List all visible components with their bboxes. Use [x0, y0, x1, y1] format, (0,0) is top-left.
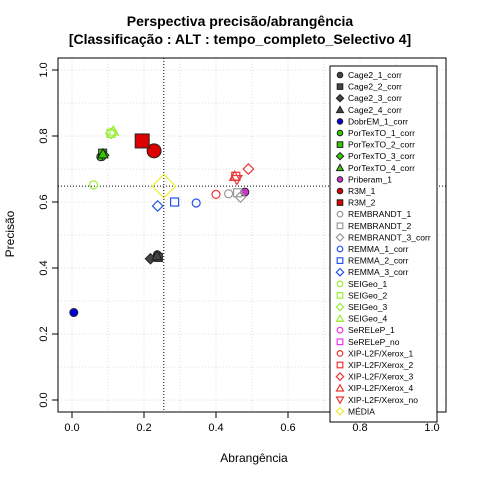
legend-marker	[336, 361, 344, 369]
legend-label: SEIGeo_1	[348, 279, 387, 289]
chart-title-line-1: Perspectiva precisão/abrangência	[127, 13, 354, 29]
x-tick-label: 1.0	[424, 422, 439, 434]
legend-label: R3M_2	[348, 198, 376, 208]
legend-marker	[335, 267, 345, 277]
legend-label: REMBRANDT_2	[348, 221, 412, 231]
x-tick-label: 0.6	[280, 422, 295, 434]
data-point	[151, 249, 163, 261]
legend-box	[329, 65, 438, 423]
legend-marker	[336, 245, 344, 253]
legend-label: XIP-L2F/Xerox_no	[348, 395, 418, 405]
legend-label: XIP-L2F/Xerox_1	[348, 348, 413, 358]
legend-marker	[336, 326, 344, 334]
legend-marker	[336, 210, 344, 218]
data-point	[104, 127, 117, 140]
y-tick-label: 0.4	[38, 260, 50, 275]
legend-marker	[335, 383, 345, 392]
legend-marker	[335, 372, 345, 382]
x-tick-label: 0.0	[64, 422, 79, 434]
data-point	[242, 162, 255, 176]
x-axis-label: Abrangência	[220, 451, 288, 465]
data-point	[170, 197, 180, 207]
y-axis-label: Precisão	[3, 210, 17, 257]
legend-label: Cage2_4_corr	[348, 105, 402, 115]
legend-label: PorTexTO_4_corr	[348, 163, 415, 173]
legend-marker	[336, 141, 344, 148]
legend-label: DobrEM_1_corr	[348, 116, 408, 126]
legend-label: Cage2_2_corr	[348, 82, 402, 92]
data-point	[97, 147, 109, 159]
legend-label: REMBRANDT_1	[348, 209, 412, 219]
legend-label: MÉDIA	[348, 406, 375, 416]
legend-label: PorTexTO_1_corr	[348, 128, 415, 138]
data-point	[234, 191, 247, 204]
legend-label: SEIGeo_3	[348, 302, 387, 312]
data-point	[211, 189, 221, 200]
legend-marker	[336, 350, 344, 357]
data-point	[146, 143, 162, 159]
data-points	[69, 124, 255, 318]
legend-marker	[336, 222, 344, 230]
legend-label: PorTexTO_3_corr	[348, 151, 415, 161]
x-tick-label: 0.4	[208, 422, 223, 434]
legend-marker	[335, 151, 345, 161]
legend-label: Cage2_3_corr	[348, 93, 402, 103]
data-point	[107, 124, 120, 136]
chart-title-line-2: [Classificação : ALT : tempo_completo_Se…	[69, 31, 411, 47]
legend-label: REMBRANDT_3_corr	[348, 232, 431, 242]
legend-marker	[336, 257, 344, 264]
legend-marker	[335, 105, 345, 114]
legend-label: XIP-L2F/Xerox_4	[348, 383, 413, 393]
x-tick-label: 0.2	[136, 422, 151, 434]
data-point	[88, 180, 99, 190]
legend-marker	[335, 93, 345, 103]
legend-marker	[335, 232, 345, 242]
legend-marker	[336, 71, 344, 79]
x-tick-label: 0.8	[352, 422, 367, 434]
y-tick-label: 0.0	[38, 392, 50, 407]
legend-marker	[336, 338, 344, 346]
legend-label: Priberam_1	[348, 174, 392, 184]
data-point	[151, 199, 164, 213]
legend-marker	[335, 163, 345, 172]
y-tick-label: 0.6	[38, 194, 50, 209]
legend-marker	[335, 406, 345, 416]
legend-label: SeRELeP_1	[348, 325, 395, 335]
legend-marker	[336, 292, 344, 299]
legend-marker	[335, 313, 345, 322]
legend-marker	[336, 176, 344, 183]
y-tick-label: 0.8	[38, 128, 50, 143]
legend-label: XIP-L2F/Xerox_2	[348, 360, 413, 370]
legend-label: R3M_1	[348, 186, 376, 196]
legend-marker	[336, 199, 344, 206]
legend-label: REMMA_3_corr	[348, 267, 409, 277]
y-tick-label: 0.2	[38, 326, 50, 341]
data-point	[230, 174, 243, 186]
legend-label: XIP-L2F/Xerox_3	[348, 372, 413, 382]
data-point	[134, 133, 150, 149]
data-point	[224, 189, 234, 199]
legend-label: Cage2_1_corr	[348, 70, 402, 80]
legend-label: PorTexTO_2_corr	[348, 140, 415, 150]
data-point	[151, 173, 177, 199]
legend-marker	[335, 302, 345, 312]
legend-marker	[336, 118, 344, 125]
y-tick-label: 1.0	[38, 62, 50, 77]
legend-marker	[336, 83, 344, 90]
legend-marker	[336, 129, 344, 137]
plot-frame	[57, 57, 447, 413]
legend-label: SEIGeo_4	[348, 314, 387, 324]
legend-label: SEIGeo_2	[348, 290, 387, 300]
legend-label: REMMA_2_corr	[348, 256, 409, 266]
legend-label: REMMA_1_corr	[348, 244, 409, 254]
data-point	[69, 308, 79, 318]
legend-marker	[336, 280, 344, 288]
data-point	[191, 198, 201, 208]
legend-marker	[335, 396, 345, 405]
legend-label: SeRELeP_no	[348, 337, 400, 347]
legend-marker	[336, 187, 344, 195]
